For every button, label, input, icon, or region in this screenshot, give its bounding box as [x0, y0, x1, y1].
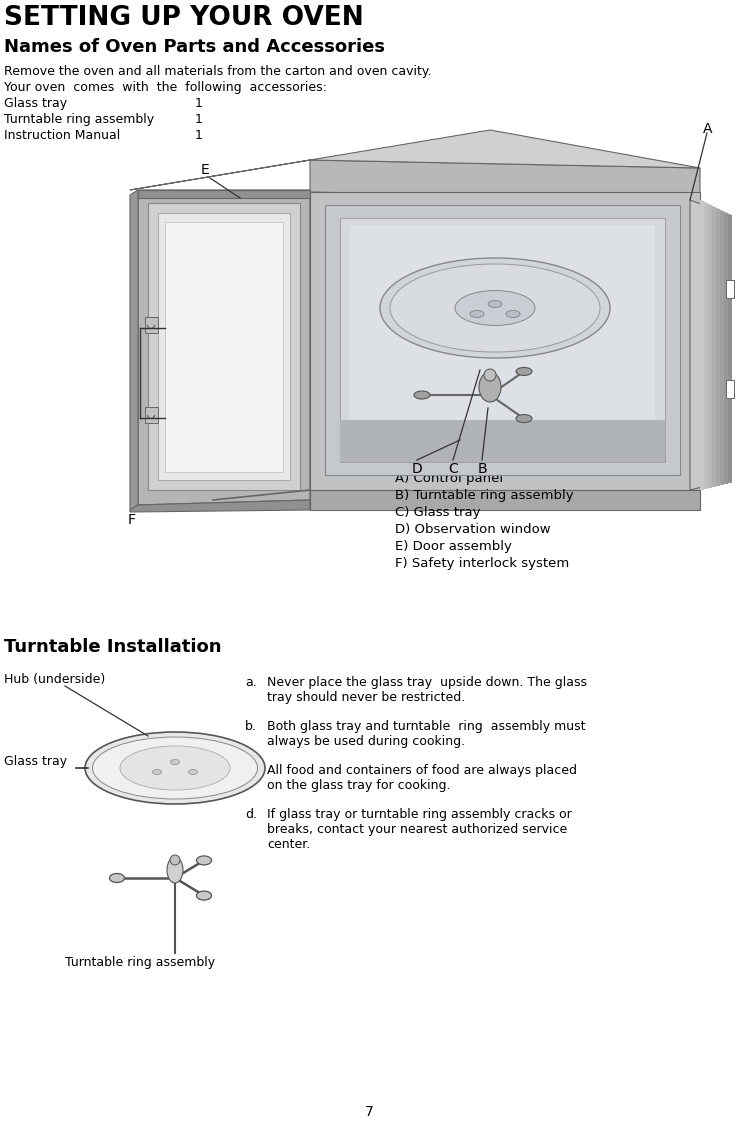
Polygon shape	[130, 501, 310, 512]
Text: F: F	[128, 513, 136, 527]
Polygon shape	[130, 190, 138, 510]
Text: A: A	[703, 121, 712, 136]
Ellipse shape	[488, 301, 502, 308]
Ellipse shape	[85, 732, 265, 804]
Ellipse shape	[516, 414, 532, 422]
Polygon shape	[138, 190, 310, 197]
Ellipse shape	[197, 856, 211, 865]
Text: F) Safety interlock system: F) Safety interlock system	[395, 557, 569, 570]
Bar	[340, 420, 665, 462]
Ellipse shape	[152, 770, 162, 774]
Ellipse shape	[414, 390, 430, 400]
Polygon shape	[704, 202, 708, 489]
Ellipse shape	[455, 291, 535, 326]
Ellipse shape	[188, 770, 197, 774]
Text: Names of Oven Parts and Accessories: Names of Oven Parts and Accessories	[4, 37, 385, 56]
Ellipse shape	[516, 368, 532, 376]
Polygon shape	[720, 210, 724, 485]
Text: If glass tray or turntable ring assembly cracks or
breaks, contact your nearest : If glass tray or turntable ring assembly…	[267, 808, 572, 851]
Text: C) Glass tray: C) Glass tray	[395, 506, 480, 519]
Text: Turntable ring assembly: Turntable ring assembly	[65, 956, 215, 969]
Bar	[340, 218, 665, 462]
Text: Your oven  comes  with  the  following  accessories:: Your oven comes with the following acces…	[4, 81, 327, 94]
Text: Hub (underside): Hub (underside)	[4, 673, 105, 686]
Text: E: E	[200, 163, 209, 177]
Text: Both glass tray and turntable  ring  assembly must
always be used during cooking: Both glass tray and turntable ring assem…	[267, 720, 585, 748]
Polygon shape	[716, 208, 720, 486]
Polygon shape	[708, 204, 712, 488]
Text: 1: 1	[195, 96, 203, 110]
Circle shape	[170, 855, 180, 865]
Text: A) Control panel: A) Control panel	[395, 472, 503, 485]
Bar	[726, 380, 734, 398]
Polygon shape	[130, 131, 700, 190]
Ellipse shape	[506, 311, 520, 318]
Bar	[165, 222, 283, 472]
Polygon shape	[310, 160, 700, 200]
Bar	[350, 225, 655, 455]
Polygon shape	[690, 200, 730, 490]
Ellipse shape	[167, 857, 183, 883]
Polygon shape	[724, 212, 728, 484]
Polygon shape	[700, 200, 704, 490]
Bar	[726, 280, 734, 299]
Ellipse shape	[479, 372, 501, 402]
Ellipse shape	[470, 311, 484, 318]
Text: Turntable Installation: Turntable Installation	[4, 638, 222, 656]
Text: Remove the oven and all materials from the carton and oven cavity.: Remove the oven and all materials from t…	[4, 65, 432, 78]
Bar	[325, 205, 680, 476]
Text: B) Turntable ring assembly: B) Turntable ring assembly	[395, 489, 573, 502]
Ellipse shape	[197, 891, 211, 900]
Text: D: D	[412, 462, 423, 476]
Ellipse shape	[390, 264, 600, 352]
Bar	[158, 213, 290, 480]
Text: 1: 1	[195, 114, 203, 126]
Text: a.: a.	[245, 676, 256, 689]
Text: Glass tray: Glass tray	[4, 96, 67, 110]
Text: c.: c.	[245, 764, 256, 777]
Text: D) Observation window: D) Observation window	[395, 523, 551, 536]
Circle shape	[484, 369, 496, 381]
Ellipse shape	[171, 759, 180, 765]
Bar	[310, 192, 700, 490]
Text: Turntable ring assembly: Turntable ring assembly	[4, 114, 154, 126]
Ellipse shape	[92, 737, 257, 799]
Bar	[148, 203, 300, 490]
Text: Glass tray: Glass tray	[4, 755, 67, 767]
Text: 7: 7	[364, 1105, 373, 1119]
Text: E) Door assembly: E) Door assembly	[395, 540, 512, 553]
Text: Instruction Manual: Instruction Manual	[4, 129, 120, 142]
Ellipse shape	[120, 746, 230, 790]
Text: C: C	[448, 462, 458, 476]
Text: All food and containers of food are always placed
on the glass tray for cooking.: All food and containers of food are alwa…	[267, 764, 577, 792]
Text: B: B	[477, 462, 487, 476]
Ellipse shape	[380, 258, 610, 358]
Text: SETTING UP YOUR OVEN: SETTING UP YOUR OVEN	[4, 5, 364, 31]
Polygon shape	[138, 190, 310, 505]
Text: b.: b.	[245, 720, 257, 733]
Text: 1: 1	[195, 129, 203, 142]
Bar	[145, 317, 158, 333]
Text: Never place the glass tray  upside down. The glass
tray should never be restrict: Never place the glass tray upside down. …	[267, 676, 587, 704]
Polygon shape	[728, 215, 732, 484]
Polygon shape	[712, 205, 716, 487]
Text: d.: d.	[245, 808, 257, 821]
Bar	[145, 407, 158, 423]
Ellipse shape	[109, 874, 124, 883]
Polygon shape	[310, 490, 700, 510]
